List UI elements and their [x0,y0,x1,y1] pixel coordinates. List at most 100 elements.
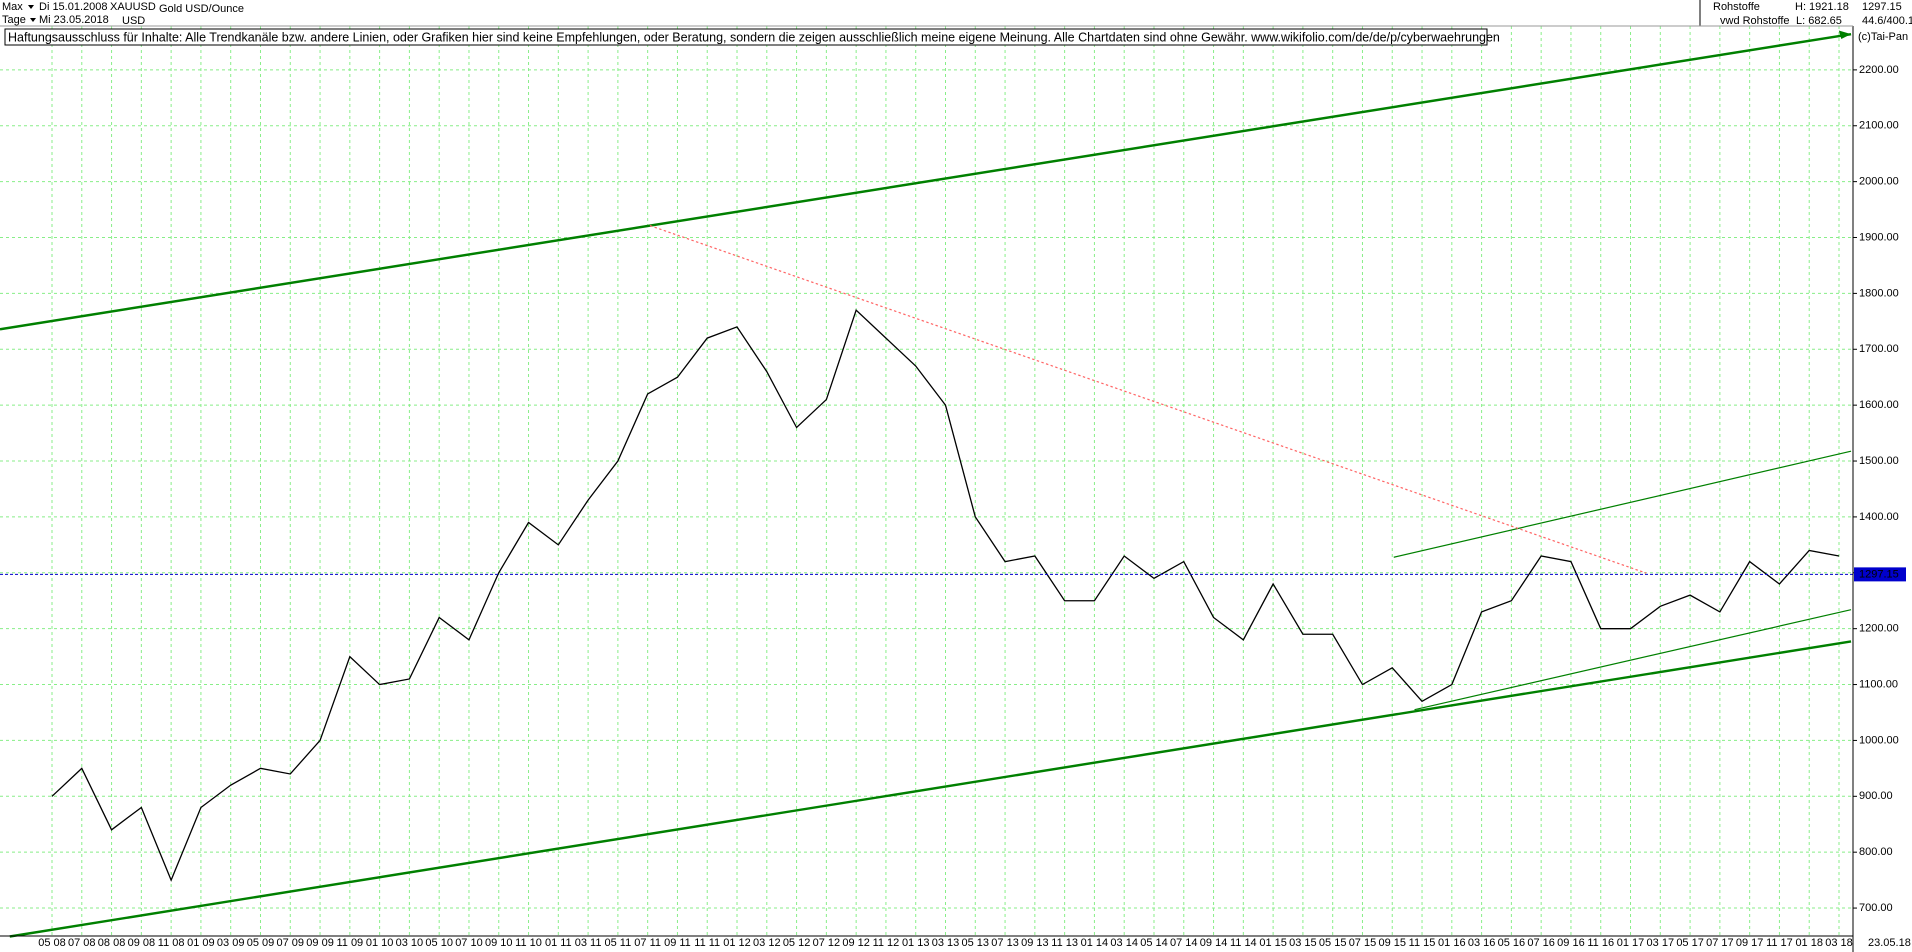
last-date: 23.05.18 [1868,937,1911,949]
x-tick-label: 07 15 [1349,937,1377,949]
resistance-line [1393,450,1852,558]
x-tick-label: 03 18 [1825,937,1853,949]
x-tick-label: 03 13 [932,937,960,949]
x-tick-label: 03 17 [1647,937,1675,949]
x-tick-label: 09 16 [1557,937,1585,949]
x-tick-label: 01 10 [366,937,394,949]
x-tick-label: 05 08 [38,937,66,949]
y-tick-label: 2200.00 [1859,64,1899,76]
x-tick-label: 01 14 [1081,937,1109,949]
dropdown-icon[interactable] [30,18,36,22]
x-tick-label: 01 12 [723,937,751,949]
y-tick-label: 2100.00 [1859,120,1899,132]
y-tick-label: 900.00 [1859,790,1893,802]
disclaimer-box [4,28,1488,46]
x-tick-label: 11 15 [1409,937,1436,949]
y-tick-label: 1900.00 [1859,231,1899,243]
x-tick-label: 01 16 [1438,937,1466,949]
x-tick-label: 09 17 [1736,937,1764,949]
last-value-label: 1297.15 [1859,568,1899,580]
x-tick-label: 05 10 [425,937,453,949]
currency: USD [122,15,145,27]
x-tick-label: 11 09 [336,937,363,949]
period[interactable]: Tage [2,14,26,26]
y-tick-label: 1500.00 [1859,455,1899,467]
upper-channel [0,32,1852,331]
x-tick-label: 07 12 [813,937,841,949]
symbol: XAUUSD [110,1,156,13]
x-tick-label: 03 14 [1110,937,1138,949]
x-tick-label: 07 16 [1527,937,1555,949]
source: vwd Rohstoffe [1720,15,1790,27]
x-tick-label: 03 12 [753,937,781,949]
group: Rohstoffe [1713,1,1760,13]
x-tick-label: 09 09 [306,937,334,949]
x-tick-label: 09 11 [664,937,691,949]
last-value-box [1854,567,1906,582]
x-tick-label: 01 11 [545,937,572,949]
x-tick-label: 11 10 [515,937,542,949]
x-tick-label: 07 09 [277,937,305,949]
start-date: Di 15.01.2008 [39,1,108,13]
plot [0,308,1853,882]
x-tick-label: 05 13 [962,937,990,949]
x-tick-label: 01 18 [1795,937,1823,949]
high: H: 1921.18 [1795,1,1849,13]
x-tick-label: 09 08 [128,937,156,949]
x-tick-label: 01 09 [187,937,215,949]
x-tick-label: 11 17 [1766,937,1793,949]
scale-info: 44.6/400.1 [1862,15,1912,27]
x-tick-label: 05 16 [1498,937,1526,949]
lower-channel [9,640,1852,938]
x-tick-label: 05 15 [1319,937,1347,949]
y-tick-label: 1100.00 [1859,678,1898,690]
x-tick-label: 03 10 [396,937,424,949]
x-tick-label: 11 14 [1230,937,1257,949]
x-tick-label: 11 08 [158,937,185,949]
x-tick-label: 07 17 [1706,937,1734,949]
instrument-name: Gold USD/Ounce [159,3,244,15]
x-tick-label: 03 16 [1468,937,1496,949]
x-tick-label: 11 13 [1051,937,1078,949]
down-trend [649,225,1647,574]
x-tick-label: 03 15 [1289,937,1317,949]
x-tick-label: 07 08 [68,937,96,949]
x-tick-label: 05 09 [247,937,275,949]
x-tick-label: 01 15 [1259,937,1287,949]
support-line [1414,609,1852,711]
x-tick-label: 01 17 [1617,937,1645,949]
dropdown-icon[interactable] [28,5,34,9]
arrow-head [1838,30,1852,40]
x-tick-label: 09 14 [1200,937,1228,949]
x-tick-label: 03 11 [575,937,602,949]
x-tick-label: 07 13 [991,937,1019,949]
x-tick-label: 05 17 [1676,937,1704,949]
y-tick-label: 700.00 [1859,902,1893,914]
x-tick-label: 08 08 [98,937,126,949]
x-tick-label: 09 10 [485,937,513,949]
last-price: 1297.15 [1862,1,1902,13]
y-tick-label: 1600.00 [1859,399,1899,411]
y-tick-label: 1000.00 [1859,734,1899,746]
x-tick-label: 03 09 [217,937,245,949]
y-tick-label: 800.00 [1859,846,1893,858]
x-tick-label: 07 11 [634,937,661,949]
copyright: (c)Tai-Pan [1858,31,1908,43]
y-tick-label: 1800.00 [1859,287,1899,299]
y-tick-label: 2000.00 [1859,176,1899,188]
x-tick-label: 05 12 [783,937,811,949]
x-tick-label: 11 11 [694,937,720,949]
trendlines [0,30,1852,938]
price-line [51,308,1840,882]
y-tick-label: 1400.00 [1859,511,1899,523]
x-tick-label: 07 14 [1170,937,1198,949]
end-date: Mi 23.05.2018 [39,14,109,26]
x-tick-label: 09 13 [1021,937,1049,949]
x-tick-label: 11 16 [1587,937,1614,949]
x-tick-label: 07 10 [455,937,483,949]
range[interactable]: Max [2,1,23,13]
x-tick-label: 11 12 [873,937,900,949]
x-tick-label: 09 12 [842,937,870,949]
